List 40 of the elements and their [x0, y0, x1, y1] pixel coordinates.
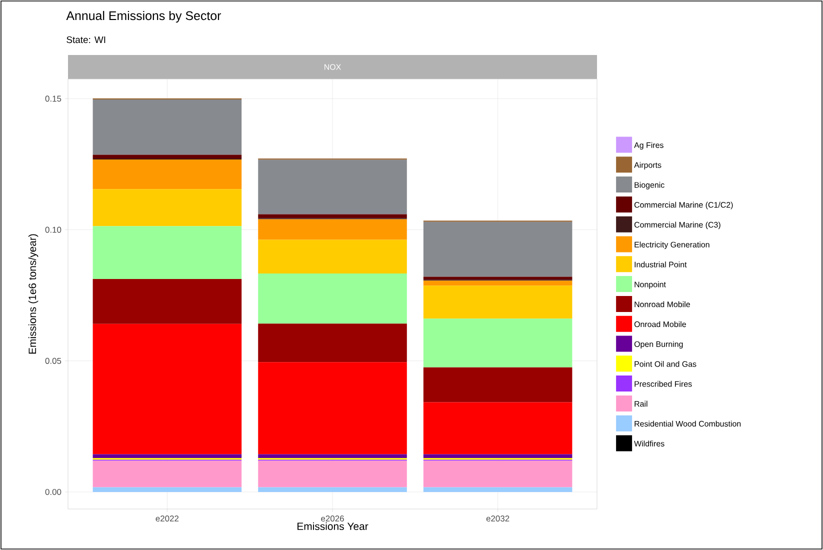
x-tick-label: e2022	[156, 516, 179, 522]
x-tick-label: e2026	[321, 516, 344, 522]
y-axis-title: Emissions (1e6 tons/year)	[28, 234, 38, 354]
bar	[92, 460, 242, 488]
bar	[423, 367, 572, 402]
x-tick-label: e2032	[486, 516, 510, 522]
bar	[258, 219, 407, 240]
bar	[92, 159, 242, 190]
bar	[258, 274, 407, 324]
bar	[92, 226, 242, 280]
y-tick-label: 0.10	[45, 226, 62, 233]
bar	[92, 154, 242, 158]
bar	[258, 324, 407, 362]
bar	[423, 318, 572, 368]
bar	[258, 240, 407, 274]
bar	[92, 324, 242, 454]
bar	[258, 487, 407, 492]
bar	[423, 454, 572, 458]
bar	[423, 286, 572, 319]
bar	[92, 279, 242, 324]
bar	[423, 487, 572, 492]
chart-title: Annual Emissions by Sector	[66, 10, 222, 23]
bar	[92, 189, 242, 226]
x-axis-title: Emissions Year	[298, 522, 368, 530]
bar	[92, 454, 242, 458]
y-tick-label: 0.05	[45, 358, 62, 364]
y-tick-label: 0.15	[45, 96, 62, 102]
bar	[92, 487, 242, 492]
bar	[423, 402, 572, 454]
chart-subtitle: State: WI	[66, 36, 106, 44]
bar	[258, 454, 407, 458]
bar	[423, 276, 572, 280]
bar	[423, 280, 572, 286]
bar	[423, 222, 572, 277]
y-tick-label: 0.00	[45, 488, 62, 495]
bar	[258, 362, 407, 454]
bar	[258, 160, 407, 214]
bar	[92, 99, 242, 155]
bar	[423, 460, 572, 488]
bar	[258, 460, 407, 488]
